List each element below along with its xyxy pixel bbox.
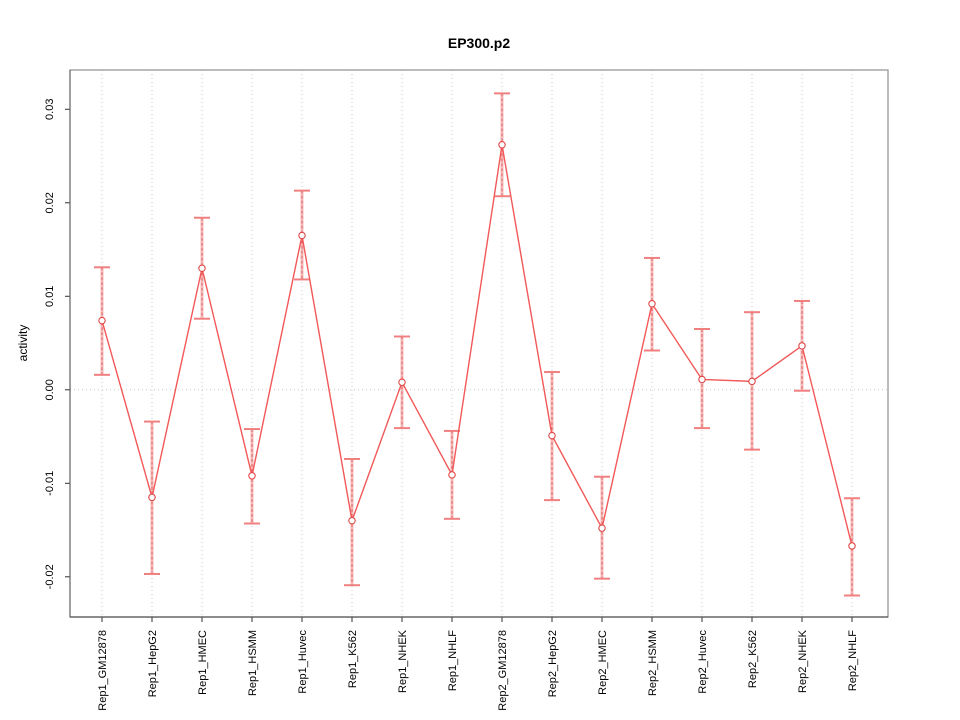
data-point-marker xyxy=(798,342,806,350)
data-markers-layer xyxy=(98,141,856,550)
x-tick-label: Rep2_NHLF xyxy=(847,630,859,691)
x-tick-label: Rep1_NHLF xyxy=(447,630,459,691)
x-tick-label: Rep1_HSMM xyxy=(247,630,259,696)
data-point-marker xyxy=(298,231,306,240)
x-tick-label: Rep2_Huvec xyxy=(697,630,709,694)
data-point-marker xyxy=(448,471,456,479)
x-tick-label: Rep2_K562 xyxy=(747,630,759,688)
gridlines-layer xyxy=(70,70,888,617)
x-tick-label: Rep2_HMEC xyxy=(597,630,609,695)
y-tick-label: 0.03 xyxy=(44,99,56,120)
data-point-marker xyxy=(348,516,356,525)
data-point-marker xyxy=(648,300,656,308)
data-point-marker xyxy=(248,472,256,480)
chart-title: EP300.p2 xyxy=(448,35,510,51)
y-axis-label: activity xyxy=(16,325,30,362)
x-tick-label: Rep1_Huvec xyxy=(297,630,309,694)
data-point-marker xyxy=(548,431,556,440)
data-point-marker xyxy=(98,316,106,325)
plot-border-box xyxy=(69,69,889,618)
y-tick-label: -0.02 xyxy=(44,564,56,589)
errorbars-layer xyxy=(94,92,860,597)
data-point-marker xyxy=(598,524,606,532)
x-tick-label: Rep1_HMEC xyxy=(197,630,209,695)
x-tick-label: Rep1_HepG2 xyxy=(147,630,159,697)
data-point-marker xyxy=(698,375,706,384)
data-point-marker xyxy=(498,141,506,149)
data-point-marker xyxy=(848,542,856,550)
y-tick-label: 0.02 xyxy=(44,192,56,213)
x-tick-label: Rep2_HSMM xyxy=(647,630,659,696)
data-point-marker xyxy=(398,378,406,387)
x-tick-label: Rep1_NHEK xyxy=(397,629,409,693)
data-line xyxy=(101,144,853,547)
data-point-marker xyxy=(198,264,206,272)
data-line-layer xyxy=(101,144,853,547)
x-tick-label: Rep2_HepG2 xyxy=(547,630,559,697)
y-tick-label: 0.00 xyxy=(44,379,56,400)
data-point-marker xyxy=(148,493,156,502)
y-tick-label: 0.01 xyxy=(44,286,56,307)
data-point-marker xyxy=(748,377,756,386)
axes-layer: -0.02 -0.01 0.00 0.01 0.02 0.03 Rep1_GM12878 Re… xyxy=(44,99,859,711)
y-tick-label: -0.01 xyxy=(44,471,56,496)
x-tick-label: Rep2_NHEK xyxy=(797,629,809,693)
x-tick-label: Rep1_GM12878 xyxy=(97,630,109,711)
x-tick-label: Rep1_K562 xyxy=(347,630,359,688)
x-tick-label: Rep2_GM12878 xyxy=(497,630,509,711)
